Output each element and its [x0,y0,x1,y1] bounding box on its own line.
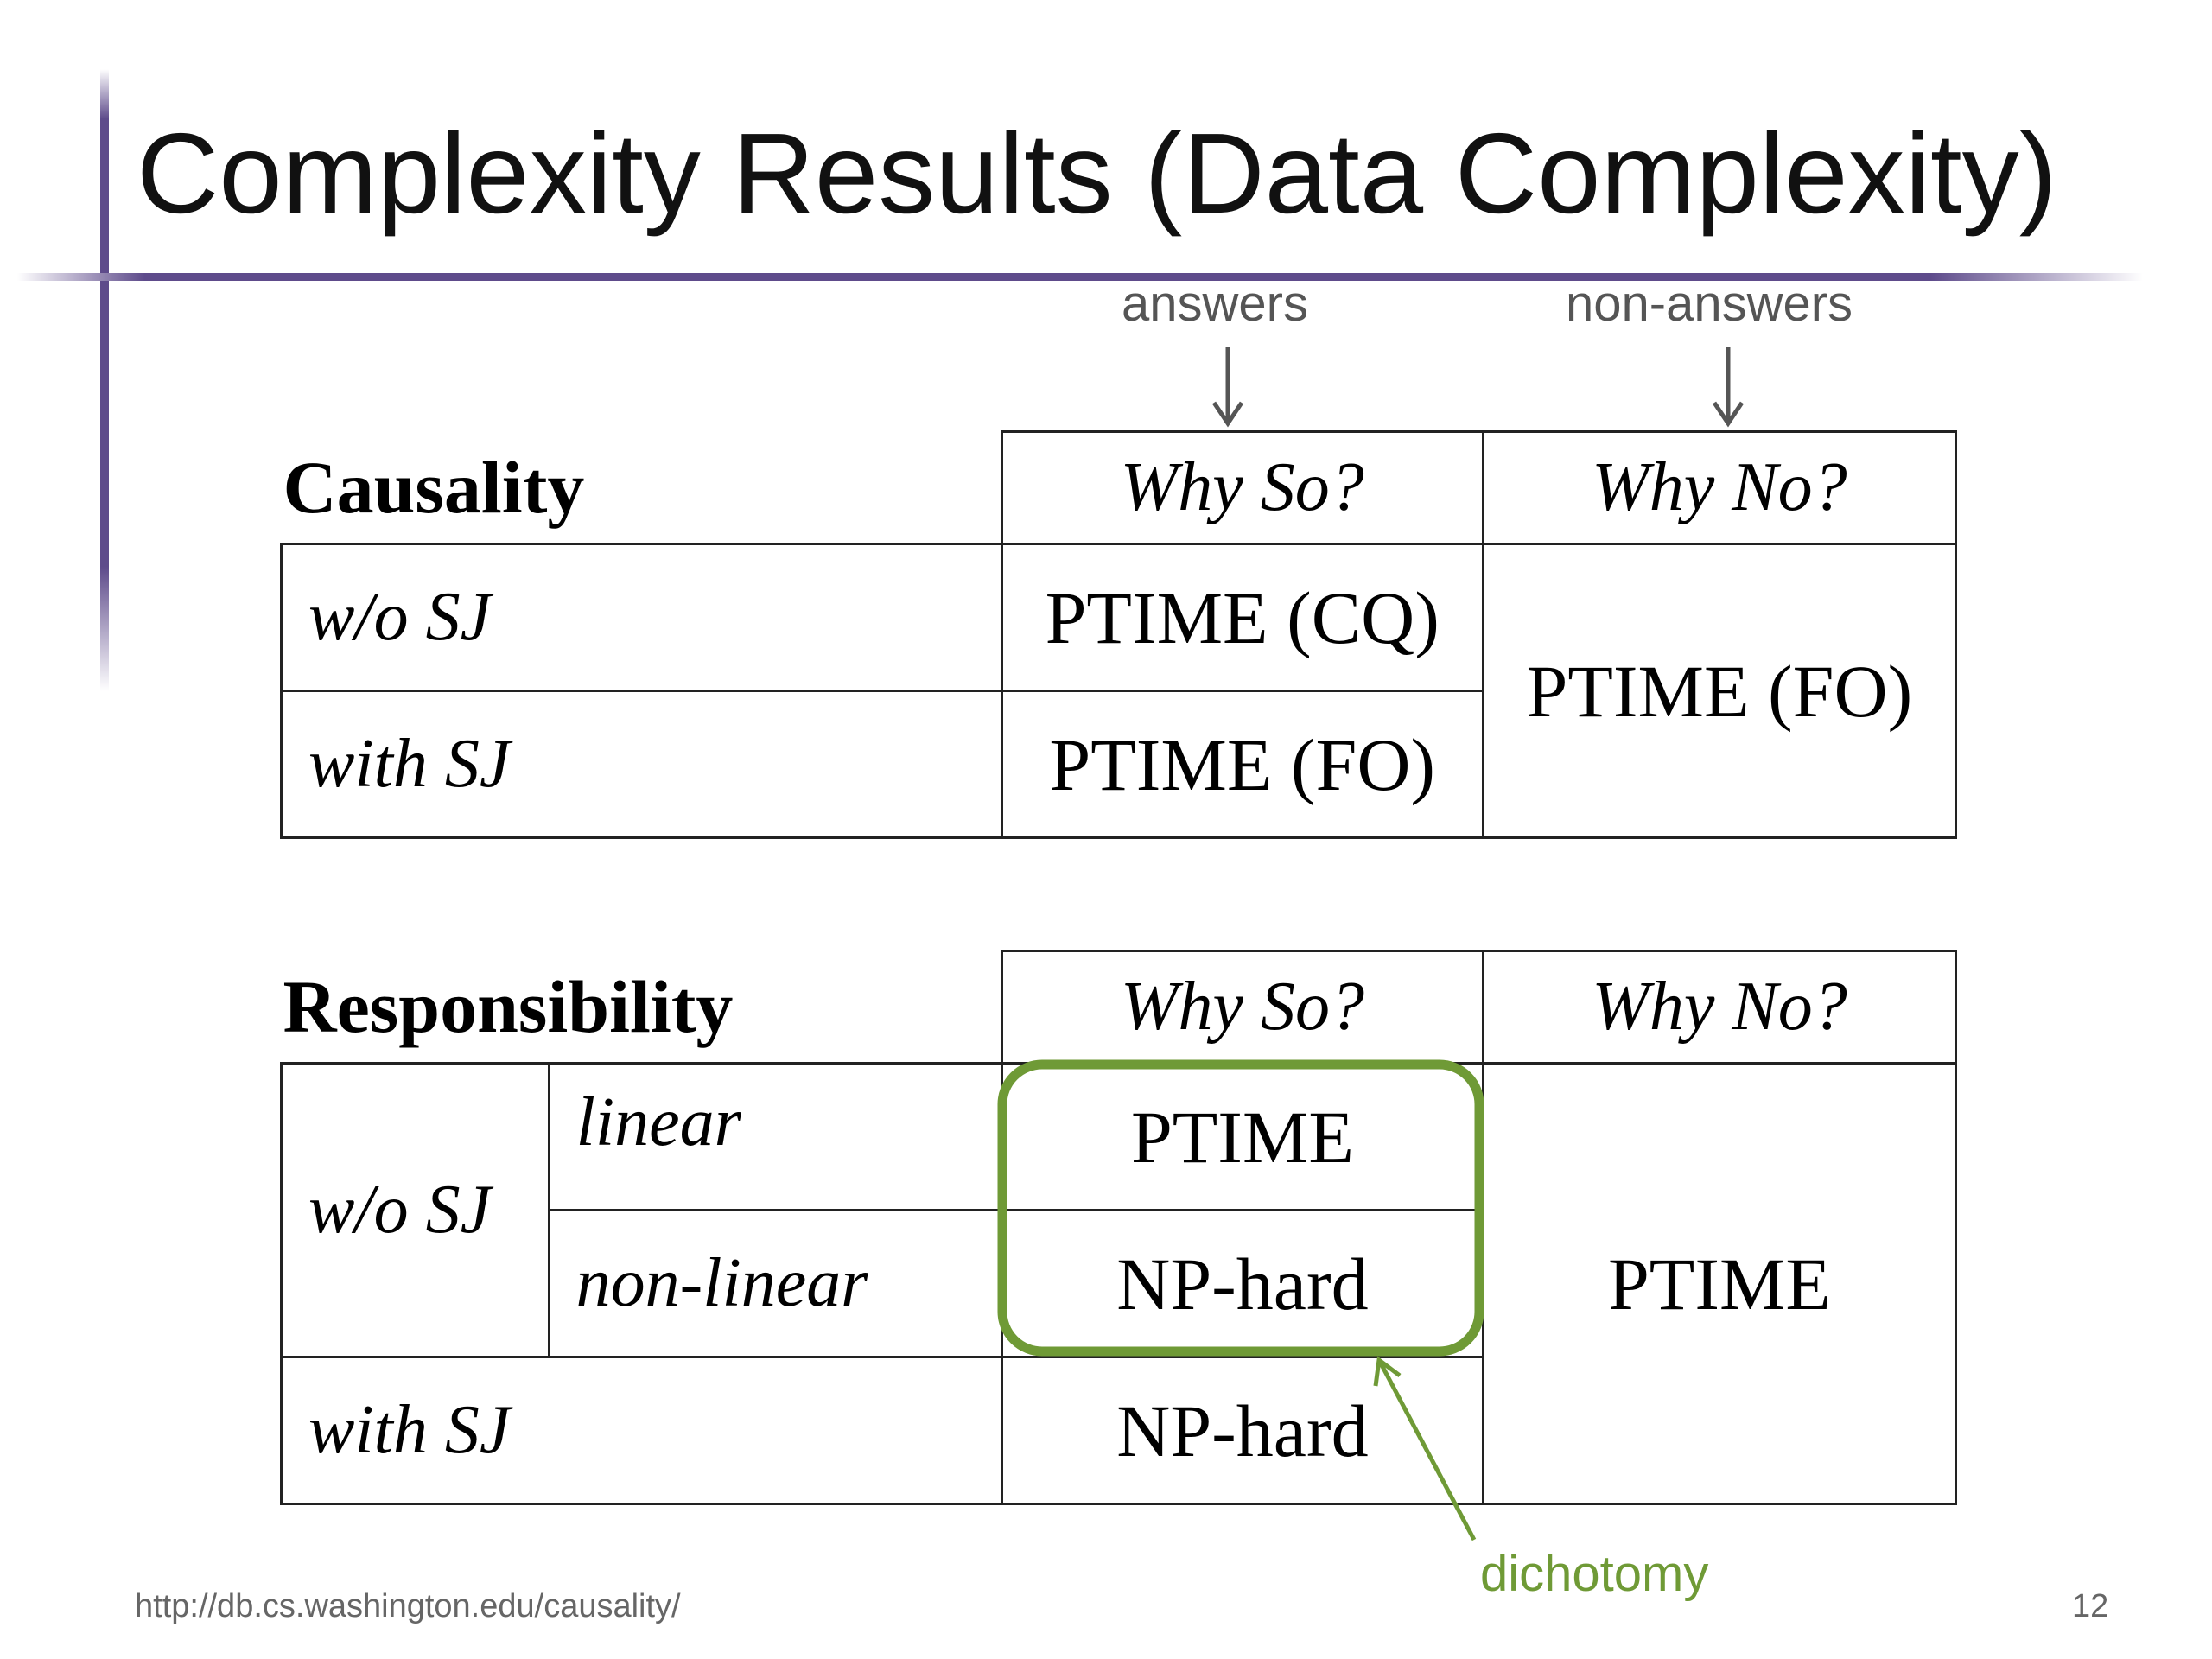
causality-row-why-so: PTIME (CQ) [1000,543,1484,692]
causality-row-why-so: PTIME (FO) [1000,690,1484,839]
footer-url: http://db.cs.washington.edu/causality/ [135,1588,681,1624]
responsibility-with-sj-label: with SJ [280,1356,1003,1505]
responsibility-why-so-header: Why So? [1000,950,1484,1065]
responsibility-subrow-label: linear [547,1062,1003,1211]
responsibility-wo-sj-label: w/o SJ [280,1062,550,1358]
slide-title: Complexity Results (Data Complexity) [137,110,2057,237]
answers-label: answers [1122,276,1308,332]
responsibility-with-sj-why-so: NP-hard [1000,1356,1484,1505]
causality-why-so-header: Why So? [1000,430,1484,545]
dichotomy-highlight-box [997,1059,1484,1357]
page-number: 12 [2072,1588,2109,1624]
responsibility-subrow-why-so: NP-hard [1000,1209,1484,1358]
causality-table: Causality Why So? Why No? w/o SJ PTIME (… [280,430,1958,839]
responsibility-subrow-why-so: PTIME [1000,1062,1484,1211]
responsibility-why-no-header: Why No? [1481,950,1958,1065]
causality-why-no-header: Why No? [1481,430,1958,545]
responsibility-why-no-value: PTIME [1481,1062,1958,1505]
causality-row-label: w/o SJ [280,543,1003,692]
non-answers-arrowhead-icon [1712,401,1745,428]
title-accent-vertical-bar [100,69,109,691]
causality-why-no-value: PTIME (FO) [1481,543,1958,839]
dichotomy-arrow-icon [1376,1358,1477,1541]
causality-row-label: with SJ [280,690,1003,839]
causality-header: Causality [281,431,1003,545]
responsibility-table: Responsibility Why So? Why No? w/o SJ li… [280,950,1958,1505]
dichotomy-arrowhead-icon [1373,1356,1402,1387]
dichotomy-label: dichotomy [1480,1546,1709,1602]
responsibility-subrow-label: non-linear [547,1209,1003,1358]
non-answers-label: non-answers [1566,276,1853,332]
title-underline-bar [17,273,2143,281]
answers-arrowhead-icon [1211,401,1244,428]
responsibility-header: Responsibility [281,950,1003,1065]
